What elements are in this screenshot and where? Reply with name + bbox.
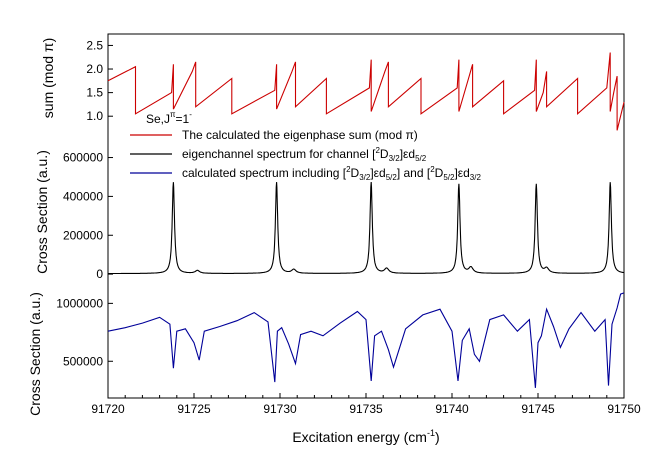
middle-y-tick-label: 400000 (63, 189, 103, 203)
bottom-y-tick-label: 1000000 (56, 296, 103, 310)
top-y-tick-label: 2.0 (86, 62, 103, 76)
x-axis-label: Excitation energy (cm-1) (292, 428, 439, 445)
top-series-line (107, 52, 625, 131)
x-tick-label: 91725 (177, 402, 211, 416)
x-tick-label: 91740 (435, 402, 469, 416)
x-tick-label: 91735 (349, 402, 383, 416)
middle-y-tick-label: 0 (96, 267, 103, 281)
middle-y-axis-label: Cross Section (a.u.) (34, 150, 50, 274)
legend-entry: eigenchannel spectrum for channel [2D3/2… (182, 146, 427, 163)
top-y-tick-label: 1.5 (86, 86, 103, 100)
x-tick-label: 91730 (263, 402, 297, 416)
bottom-y-tick-label: 500000 (63, 354, 103, 368)
legend-title: Se,Jπ=1- (146, 110, 192, 126)
top-y-tick-label: 1.0 (86, 109, 103, 123)
middle-y-tick-label: 600000 (63, 151, 103, 165)
middle-series-line (108, 181, 624, 275)
legend: Se,Jπ=1- The calculated the eigenphase s… (130, 110, 481, 182)
top-y-axis-label: sum (mod π) (40, 38, 56, 118)
bottom-y-axis-label: Cross Section (a.u.) (27, 292, 43, 416)
middle-y-tick-label: 200000 (63, 228, 103, 242)
legend-entry: calculated spectrum including [2D3/2]εd5… (182, 165, 481, 182)
legend-entry: The calculated the eigenphase sum (mod π… (182, 128, 418, 142)
x-tick-label: 91720 (91, 402, 125, 416)
bottom-series-line (107, 292, 625, 388)
series-lines (107, 52, 625, 388)
tick-marks (107, 44, 625, 398)
x-tick-label: 91745 (521, 402, 555, 416)
top-y-tick-label: 2.5 (86, 38, 103, 52)
x-tick-label: 91750 (607, 402, 641, 416)
